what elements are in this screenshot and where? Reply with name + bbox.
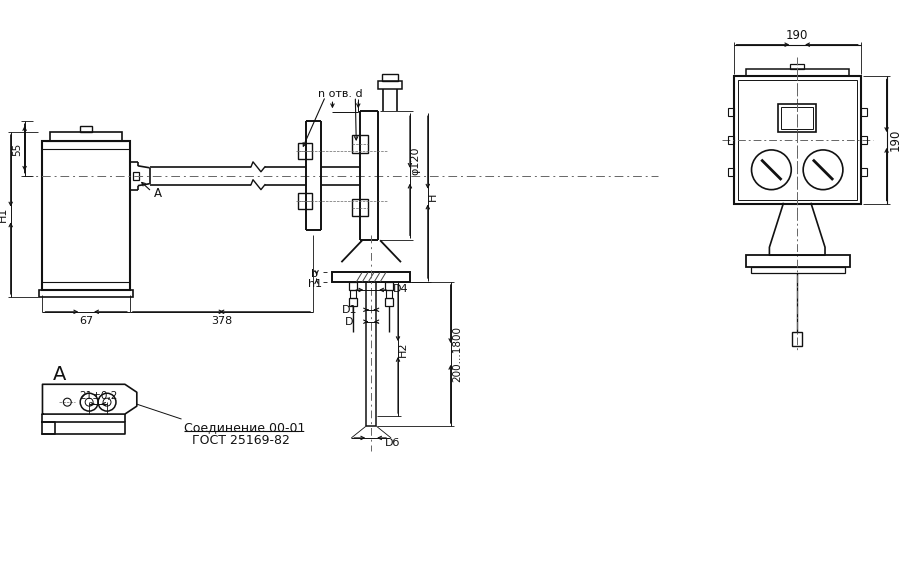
Bar [42, 141, 130, 290]
Bar [778, 105, 816, 132]
Bar [352, 198, 368, 216]
Bar [386, 290, 392, 298]
Bar [349, 298, 357, 306]
Bar [298, 193, 311, 208]
Bar [80, 126, 92, 132]
Bar [751, 267, 845, 273]
Text: D: D [345, 317, 354, 327]
Text: 55: 55 [13, 142, 22, 155]
Bar [40, 290, 133, 297]
Bar [350, 290, 356, 298]
Bar [298, 143, 311, 159]
Bar [332, 272, 410, 282]
Bar [352, 135, 368, 153]
Text: Dб: Dб [385, 438, 400, 448]
Bar [728, 168, 733, 176]
Text: φ120: φ120 [410, 146, 420, 175]
Text: A: A [154, 187, 162, 200]
Text: 67: 67 [79, 316, 94, 326]
Bar [349, 282, 357, 290]
Bar [745, 69, 849, 76]
Text: 21±0,2: 21±0,2 [79, 391, 117, 401]
Text: 378: 378 [211, 316, 232, 326]
Text: H: H [428, 193, 437, 201]
Bar [133, 172, 139, 180]
Bar [385, 298, 393, 306]
Bar [792, 332, 802, 346]
Text: А: А [53, 365, 66, 384]
Text: 190: 190 [786, 29, 808, 42]
Text: H1: H1 [0, 207, 8, 222]
Bar [728, 136, 733, 144]
Bar [781, 107, 813, 129]
Text: h1: h1 [308, 279, 321, 289]
Text: n отв. d: n отв. d [318, 89, 363, 99]
Text: H2: H2 [398, 341, 408, 357]
Bar [728, 108, 733, 116]
Text: 190: 190 [889, 129, 900, 151]
Bar [738, 80, 857, 199]
Text: D4: D4 [393, 284, 409, 294]
Text: ГОСТ 25169-82: ГОСТ 25169-82 [193, 434, 290, 447]
Text: b: b [311, 269, 318, 279]
Text: 200...1800: 200...1800 [453, 326, 463, 382]
Bar [860, 108, 867, 116]
Bar [385, 282, 393, 290]
Bar [860, 136, 867, 144]
Bar [860, 168, 867, 176]
Bar [790, 63, 805, 69]
Bar [734, 76, 860, 203]
Bar [745, 255, 850, 267]
Bar [382, 75, 398, 81]
Bar [50, 132, 122, 141]
Bar [378, 81, 402, 89]
Text: D1: D1 [342, 305, 357, 315]
Text: Соединение 00-01: Соединение 00-01 [184, 421, 306, 434]
